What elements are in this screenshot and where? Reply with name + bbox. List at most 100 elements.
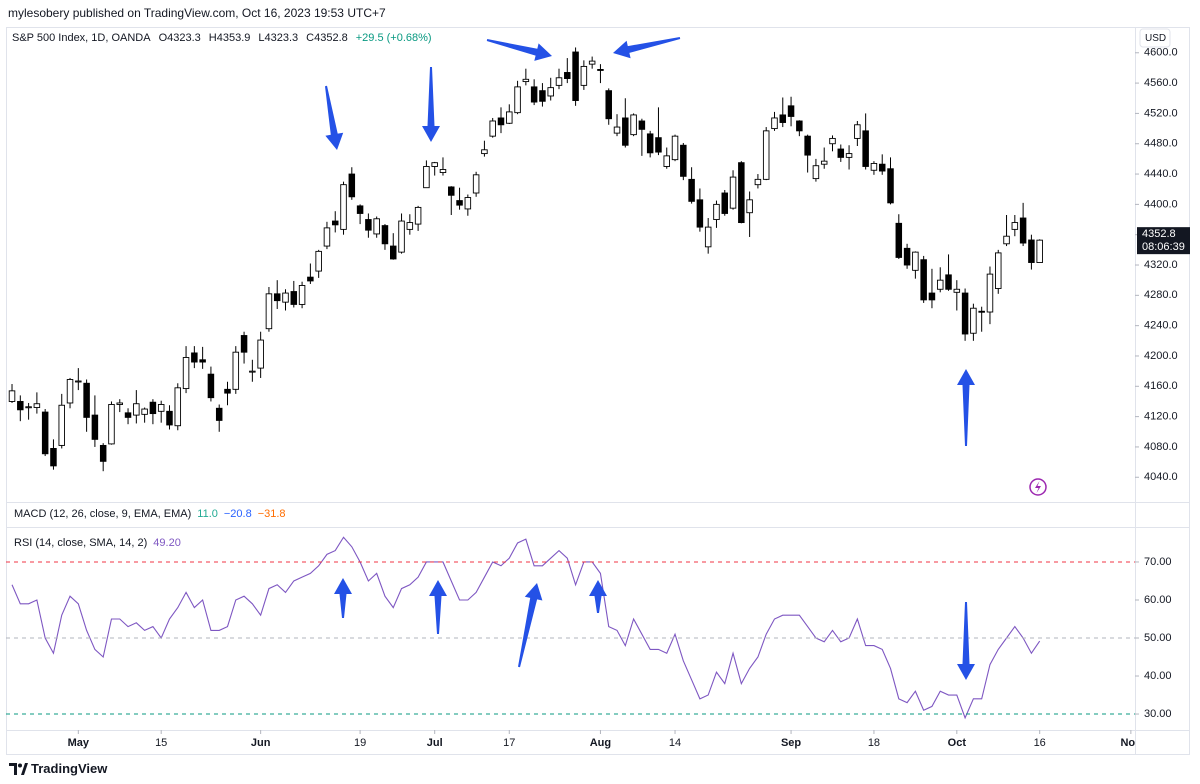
annotation-arrow <box>957 369 975 446</box>
frame <box>6 27 1190 755</box>
candle-body <box>920 259 927 301</box>
logo-mark <box>21 763 28 775</box>
candle-body <box>746 199 753 214</box>
price-legend: S&P 500 Index, 1D, OANDA O4323.3 H4353.9 L4… <box>12 32 432 44</box>
candle-body <box>124 412 132 418</box>
candle-body <box>1003 235 1010 245</box>
logo-mark <box>9 763 17 775</box>
price-tick-label: 4080.0 <box>1144 441 1178 453</box>
candle-body <box>108 404 115 445</box>
candle-body <box>99 444 107 462</box>
price-tick-label: 4600.0 <box>1144 47 1178 59</box>
candle-body <box>423 166 430 189</box>
candle-body <box>572 51 579 101</box>
candle-body <box>912 251 919 271</box>
candle-body <box>83 382 90 418</box>
candle-body <box>1028 239 1035 263</box>
candle-body <box>903 247 911 266</box>
price-tick-label: 4280.0 <box>1144 289 1178 301</box>
candle-body <box>506 111 513 124</box>
candle-body <box>522 78 530 83</box>
price-tick-label: 4160.0 <box>1144 380 1178 392</box>
time-tick-label: 17 <box>503 737 515 749</box>
candle-body <box>630 114 637 136</box>
candle-body <box>787 105 795 117</box>
candle-body <box>157 404 165 412</box>
candle-body <box>141 408 148 415</box>
price-tick-label: 4040.0 <box>1144 471 1178 483</box>
candle-body <box>481 149 488 155</box>
candle-body <box>671 135 679 161</box>
currency-box <box>1139 28 1171 48</box>
annotation-arrow <box>429 580 447 634</box>
candle-body <box>232 351 240 390</box>
candle-body <box>315 250 322 272</box>
candle-body <box>812 165 820 180</box>
candle-body <box>456 200 463 206</box>
candle-body <box>406 222 414 230</box>
candle-body <box>961 292 969 335</box>
last-price-label: 4352.8 <box>1142 228 1176 240</box>
publisher-line: mylesobery published on TradingView.com,… <box>8 6 386 20</box>
time-tick-label: Aug <box>590 737 611 749</box>
ohlc-value: H4353.9 <box>209 32 251 44</box>
candle-body <box>58 404 65 446</box>
candle-body <box>713 203 720 220</box>
candle-body <box>688 178 695 202</box>
candle-body <box>331 220 339 226</box>
macd-value: −31.8 <box>258 508 286 520</box>
candle-body <box>555 77 563 86</box>
candle-body <box>41 411 49 455</box>
time-tick-label: Oct <box>948 737 967 749</box>
candle-body <box>970 307 977 334</box>
candle-body <box>398 220 405 253</box>
candle-body <box>365 219 372 231</box>
candle-body <box>497 117 505 126</box>
candle-body <box>862 130 869 167</box>
candle-body <box>754 178 762 186</box>
candle-body <box>1036 239 1043 263</box>
logo-dot <box>18 763 22 768</box>
candle-body <box>489 120 496 137</box>
candle-body <box>414 206 422 225</box>
candle-body <box>638 120 646 130</box>
time-tick-label: 15 <box>155 737 167 749</box>
alert-icon[interactable] <box>1029 478 1047 496</box>
alert-bolt[interactable] <box>1035 481 1041 493</box>
candle-body <box>8 390 16 402</box>
candle-body <box>431 162 438 167</box>
candle-body <box>50 448 57 467</box>
time-tick-label: Nov <box>1120 737 1142 749</box>
annotation-arrow <box>957 602 975 680</box>
candle-body <box>804 135 811 156</box>
time-tick-label: 16 <box>1034 737 1046 749</box>
symbol-title: S&P 500 Index, 1D, OANDA <box>12 32 151 44</box>
candle-body <box>390 245 397 260</box>
candle-body <box>605 90 612 120</box>
candle-body <box>464 197 472 210</box>
candle-body <box>986 273 994 313</box>
candle-body <box>340 184 347 230</box>
candle-body <box>580 65 588 86</box>
candle-body <box>472 174 480 194</box>
candle-body <box>829 137 836 145</box>
footer-brand: TradingView <box>31 761 108 776</box>
time-axis: May 15 Jun 19 Jul 17 Aug 14 Sep 18 Oct 16 Nov <box>68 730 1142 749</box>
candle-body <box>381 225 389 245</box>
candle-body <box>91 414 99 440</box>
candle-body <box>356 205 364 214</box>
candle-body <box>878 163 886 172</box>
candle-body <box>936 279 944 290</box>
time-tick-label: 14 <box>669 737 681 749</box>
candle-body <box>33 403 41 408</box>
candle-body <box>1011 222 1019 230</box>
candle-body <box>224 388 231 394</box>
macd-legend: MACD (12, 26, close, 9, EMA, EMA) 11.0 −20… <box>14 508 286 520</box>
candle-body <box>771 117 778 130</box>
candle-body <box>547 87 554 97</box>
alert-circle[interactable] <box>1029 478 1047 496</box>
price-tick-label: 4240.0 <box>1144 320 1178 332</box>
candle-body <box>514 86 521 114</box>
candle-body <box>282 292 289 303</box>
